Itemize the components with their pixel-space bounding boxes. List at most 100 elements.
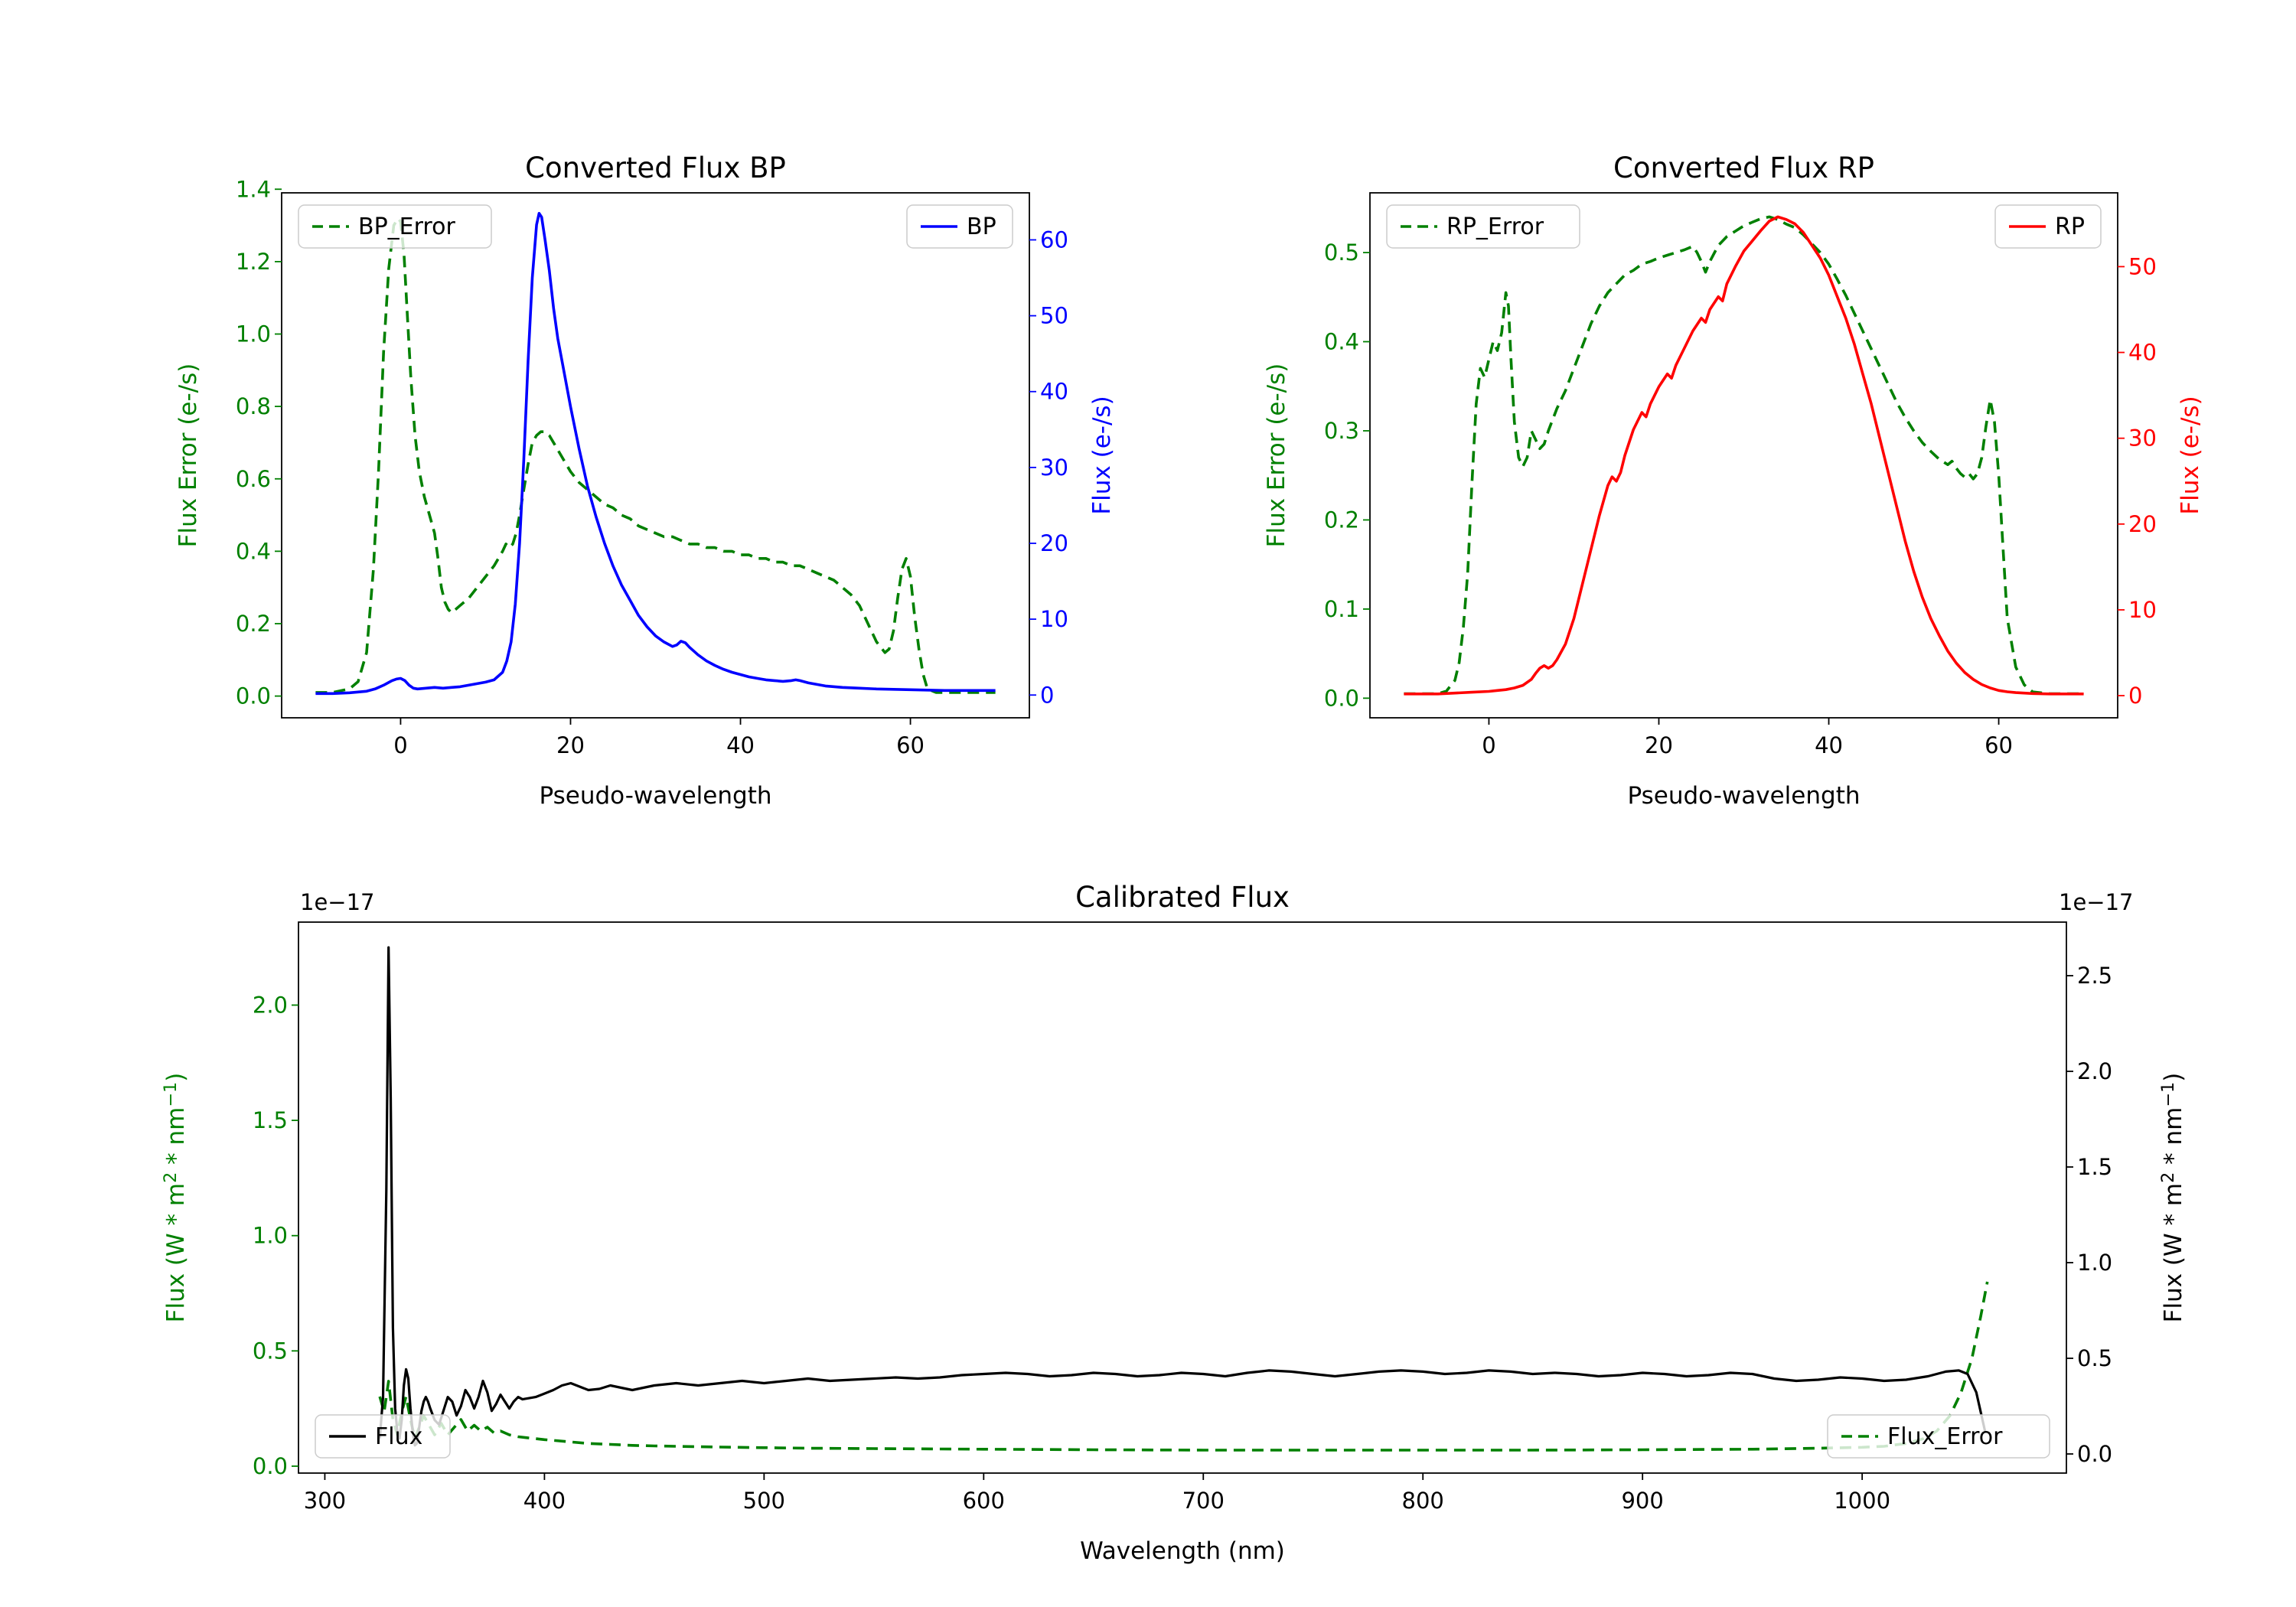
left-tick-label: 0.1 xyxy=(1324,596,1359,622)
left-tick-label: 1.0 xyxy=(253,1223,288,1249)
legend-Flux: Flux xyxy=(315,1414,451,1459)
right-tick-label: 10 xyxy=(2128,597,2157,623)
chart-calibrated: 300 400 500 600 700 800 900 1000 0.0 0.5 1.0 1.5 2.0… xyxy=(161,881,2187,1565)
left-tick-label: 1.2 xyxy=(236,249,271,275)
legend-label: BP_Error xyxy=(358,214,455,240)
x-tick-label: 20 xyxy=(556,732,585,758)
left-tick-label: 0.5 xyxy=(253,1338,288,1364)
right-axis-label: Flux (e-/s) xyxy=(2177,396,2204,514)
left-tick-label: 1.4 xyxy=(236,176,271,202)
axes-frame xyxy=(281,192,1030,719)
right-axis-label: Flux (e-/s) xyxy=(1088,396,1116,514)
left-tick-label: 1.5 xyxy=(253,1107,288,1133)
x-tick-label: 500 xyxy=(743,1488,785,1514)
left-offset-text: 1e−17 xyxy=(300,889,375,915)
x-tick-label: 0 xyxy=(1482,732,1495,758)
series-Flux_Error xyxy=(378,1281,1989,1452)
x-tick-label: 600 xyxy=(963,1488,1005,1514)
x-tick-label: 40 xyxy=(726,732,755,758)
chart-bp: 0 20 40 60 0.0 0.2 0.4 0.6 0.8 1.0 1.2 1.4 0 10 20 30 40… xyxy=(174,152,1116,810)
right-tick-label: 60 xyxy=(1040,227,1068,253)
x-tick-label: 700 xyxy=(1182,1488,1225,1514)
legend-RP: RP xyxy=(1994,204,2102,249)
x-tick-label: 400 xyxy=(523,1488,566,1514)
left-tick-label: 2.0 xyxy=(253,992,288,1018)
x-tick-label: 300 xyxy=(304,1488,346,1514)
legend-box xyxy=(1827,1414,2050,1459)
x-tick-label: 800 xyxy=(1402,1488,1444,1514)
left-tick-label: 0.8 xyxy=(236,393,271,419)
left-tick-label: 0.3 xyxy=(1324,418,1359,444)
legend-RP_Error: RP_Error xyxy=(1386,204,1580,249)
legend-Flux_Error: Flux_Error xyxy=(1827,1414,2050,1459)
right-tick-label: 0 xyxy=(1040,682,1054,708)
right-tick-label: 0 xyxy=(2128,683,2142,709)
legend-label: RP xyxy=(2055,214,2085,240)
left-axis-label: Flux Error (e-/s) xyxy=(1263,363,1290,548)
chart-title: Converted Flux BP xyxy=(525,152,786,184)
x-tick-label: 20 xyxy=(1645,732,1673,758)
legend-box xyxy=(906,204,1013,249)
legend-label: Flux_Error xyxy=(1887,1423,2003,1450)
right-tick-label: 40 xyxy=(1040,379,1068,405)
right-tick-label: 30 xyxy=(2128,425,2157,451)
x-axis-label: Wavelength (nm) xyxy=(1080,1537,1285,1565)
left-tick-label: 0.0 xyxy=(253,1453,288,1479)
chart-title: Converted Flux RP xyxy=(1613,152,1874,184)
chart-rp: 0 20 40 60 0.0 0.1 0.2 0.3 0.4 0.5 0 10 20 30 40 50 Conv… xyxy=(1263,152,2204,810)
right-tick-label: 20 xyxy=(2128,511,2157,537)
x-axis-label: Pseudo-wavelength xyxy=(1627,782,1860,810)
left-axis-label: Flux Error (e-/s) xyxy=(174,363,202,548)
legend-box xyxy=(298,204,492,249)
series-RP_Error xyxy=(1404,215,2084,696)
legend-label: RP_Error xyxy=(1446,214,1544,240)
left-tick-label: 0.2 xyxy=(1324,507,1359,533)
left-tick-label: 0.4 xyxy=(236,538,271,564)
right-tick-label: 2.0 xyxy=(2077,1058,2112,1084)
left-tick-label: 0.6 xyxy=(236,466,271,492)
legend-label: BP xyxy=(967,214,996,240)
left-tick-label: 0.2 xyxy=(236,611,271,637)
axes-frame xyxy=(1369,192,2118,719)
right-axis-label: Flux (W * m2 * nm−1) xyxy=(2158,1073,2187,1323)
left-tick-label: 0.0 xyxy=(236,683,271,709)
x-axis-label: Pseudo-wavelength xyxy=(539,782,771,810)
legend-box xyxy=(315,1414,451,1459)
legend-BP_Error: BP_Error xyxy=(298,204,492,249)
right-tick-label: 30 xyxy=(1040,455,1068,481)
series-BP_Error xyxy=(315,217,996,694)
left-tick-label: 0.5 xyxy=(1324,240,1359,266)
right-tick-label: 0.0 xyxy=(2077,1441,2112,1467)
legend-box xyxy=(1386,204,1580,249)
left-tick-label: 0.0 xyxy=(1324,685,1359,711)
right-tick-label: 40 xyxy=(2128,340,2157,366)
chart-title: Calibrated Flux xyxy=(1075,881,1290,914)
legend-box xyxy=(1994,204,2102,249)
x-tick-label: 1000 xyxy=(1834,1488,1890,1514)
left-tick-label: 0.4 xyxy=(1324,329,1359,355)
right-tick-label: 50 xyxy=(2128,253,2157,279)
series-Flux xyxy=(378,946,1987,1447)
x-tick-label: 900 xyxy=(1621,1488,1663,1514)
x-tick-label: 40 xyxy=(1815,732,1843,758)
x-tick-label: 60 xyxy=(1985,732,2013,758)
axes-frame xyxy=(298,921,2067,1474)
right-offset-text: 1e−17 xyxy=(2059,889,2134,915)
right-tick-label: 20 xyxy=(1040,530,1068,556)
right-tick-label: 1.0 xyxy=(2077,1250,2112,1276)
right-tick-label: 50 xyxy=(1040,303,1068,329)
left-tick-label: 1.0 xyxy=(236,321,271,347)
left-axis-label: Flux (W * m2 * nm−1) xyxy=(161,1073,190,1323)
x-tick-label: 0 xyxy=(393,732,407,758)
x-tick-label: 60 xyxy=(896,732,925,758)
legend-label: Flux xyxy=(375,1423,422,1450)
right-tick-label: 1.5 xyxy=(2077,1154,2112,1180)
series-RP xyxy=(1404,215,2084,696)
legend-BP: BP xyxy=(906,204,1013,249)
series-BP xyxy=(315,212,996,696)
right-tick-label: 0.5 xyxy=(2077,1345,2112,1371)
right-tick-label: 2.5 xyxy=(2077,963,2112,989)
right-tick-label: 10 xyxy=(1040,606,1068,632)
